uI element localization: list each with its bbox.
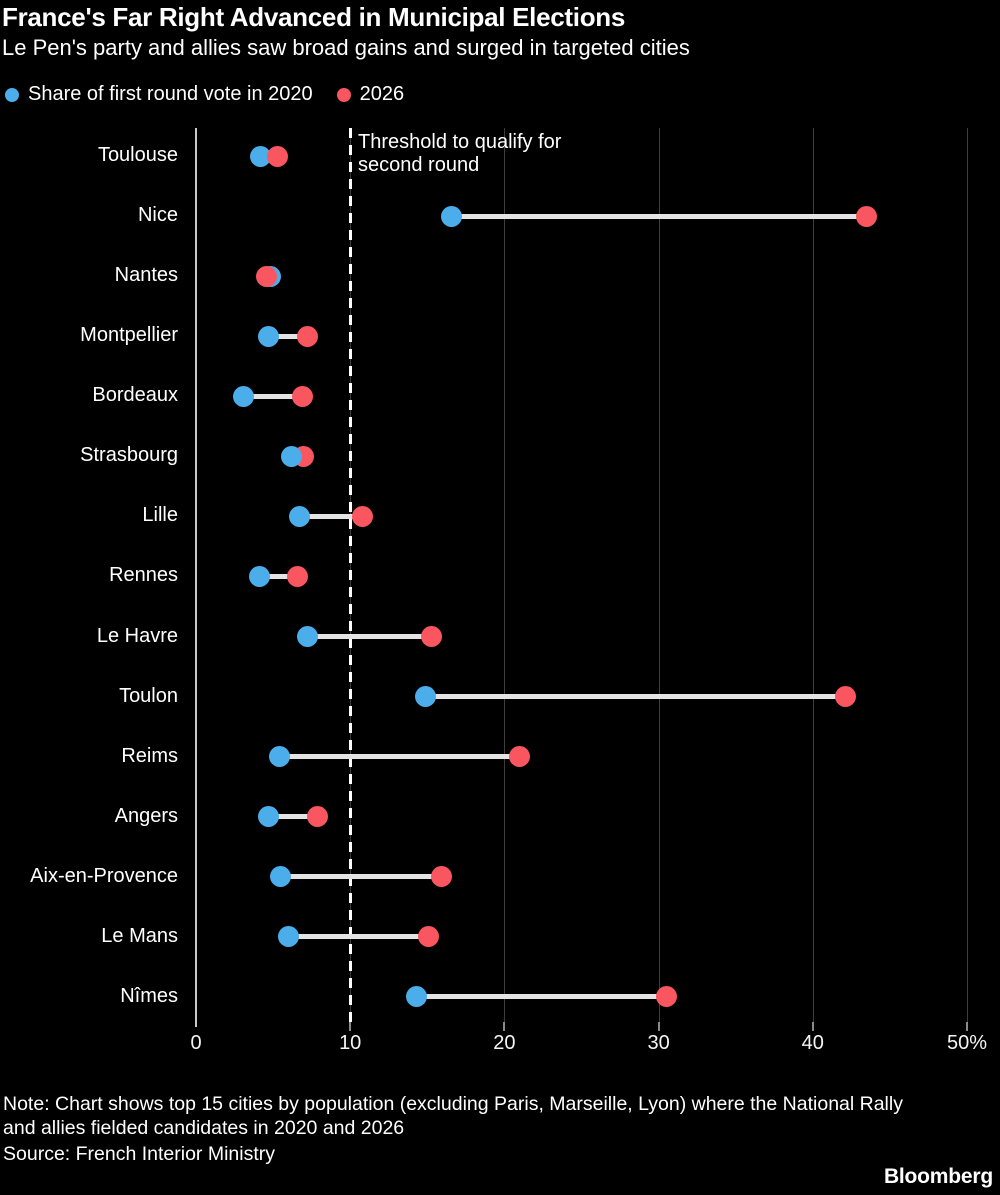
threshold-annotation-line1: Threshold to qualify for bbox=[358, 131, 562, 153]
category-label: Montpellier bbox=[80, 324, 178, 347]
dot-2020 bbox=[250, 145, 272, 167]
dot-2026 bbox=[509, 746, 531, 768]
axis-tick bbox=[966, 1022, 968, 1031]
dot-2026 bbox=[287, 565, 309, 587]
dot-2026 bbox=[307, 806, 329, 828]
dot-2026 bbox=[352, 505, 374, 527]
category-label: Bordeaux bbox=[92, 384, 178, 407]
category-label: Nantes bbox=[114, 264, 178, 287]
category-label: Le Havre bbox=[96, 624, 178, 647]
connector-line bbox=[416, 994, 667, 1000]
dot-2026 bbox=[421, 626, 443, 648]
connector-line bbox=[425, 694, 846, 700]
dumbbell-chart: 0 10 20 30 40 50% Toulouse Nice Nantes Montpellie… bbox=[30, 128, 988, 1054]
x-axis-label: 10 bbox=[339, 1032, 362, 1054]
dot-2020 bbox=[415, 686, 437, 708]
dot-2020 bbox=[233, 385, 255, 407]
connector-line bbox=[279, 754, 520, 760]
category-label: Toulouse bbox=[97, 144, 178, 166]
category-label: Nice bbox=[137, 204, 178, 227]
note-line1: Note: Chart shows top 15 cities by popul… bbox=[3, 1093, 903, 1115]
legend-dot-2020-icon bbox=[5, 87, 19, 102]
category-label: Le Mans bbox=[101, 924, 178, 947]
category-label: Toulon bbox=[119, 684, 178, 707]
x-axis-label: 20 bbox=[493, 1032, 516, 1054]
y-axis-line bbox=[195, 128, 197, 1027]
dot-2020 bbox=[257, 806, 279, 828]
legend-label-2020: Share of first round vote in 2020 bbox=[28, 83, 313, 105]
connector-line bbox=[451, 213, 867, 219]
gridline bbox=[812, 128, 814, 1022]
x-axis-label: 50% bbox=[946, 1032, 988, 1054]
legend-dot-2026-icon bbox=[336, 87, 351, 102]
dot-2026 bbox=[856, 205, 878, 227]
category-label: Aix-en-Provence bbox=[30, 864, 178, 887]
bloomberg-logo: Bloomberg bbox=[883, 1165, 993, 1188]
category-label: Nîmes bbox=[120, 984, 178, 1007]
connector-line bbox=[307, 634, 432, 640]
connector-line bbox=[299, 513, 363, 519]
dot-2020 bbox=[288, 505, 310, 527]
x-axis-label: 0 bbox=[190, 1032, 202, 1054]
connector-line bbox=[280, 874, 442, 880]
legend-label-2026: 2026 bbox=[359, 83, 405, 105]
dot-2026 bbox=[430, 866, 452, 888]
gridline bbox=[504, 128, 506, 1022]
gridline bbox=[967, 128, 968, 1022]
chart-title: France's Far Right Advanced in Municipal… bbox=[2, 2, 626, 32]
chart-subtitle: Le Pen's party and allies saw broad gain… bbox=[2, 35, 690, 60]
note-line2: and allies fielded candidates in 2020 an… bbox=[3, 1116, 405, 1139]
dot-2020 bbox=[248, 565, 270, 587]
gridline bbox=[658, 128, 660, 1022]
threshold-line bbox=[348, 128, 352, 1022]
connector-line bbox=[259, 573, 298, 579]
dot-2026 bbox=[655, 986, 677, 1008]
dot-2020 bbox=[257, 325, 279, 347]
dot-2026 bbox=[296, 325, 318, 347]
category-label: Strasbourg bbox=[80, 444, 178, 467]
category-label: Lille bbox=[142, 504, 178, 527]
category-label: Reims bbox=[121, 744, 178, 767]
dot-2026 bbox=[256, 265, 278, 287]
dot-2020 bbox=[268, 746, 290, 768]
dot-2020 bbox=[406, 986, 427, 1008]
legend-item-2020: Share of first round vote in 2020 bbox=[5, 83, 313, 106]
dot-2020 bbox=[278, 926, 300, 948]
threshold-annotation: Threshold to qualify for second round bbox=[358, 131, 561, 177]
connector-line bbox=[268, 814, 318, 820]
dot-2026 bbox=[291, 385, 313, 407]
legend: Share of first round vote in 2020 2026 bbox=[5, 83, 404, 106]
axis-tick bbox=[503, 1022, 506, 1031]
dot-2020 bbox=[296, 626, 318, 648]
dot-2026 bbox=[267, 145, 289, 167]
axis-tick bbox=[657, 1022, 660, 1031]
dot-2020 bbox=[270, 866, 292, 888]
x-axis-label: 40 bbox=[801, 1032, 824, 1054]
x-axis-label: 30 bbox=[647, 1032, 670, 1054]
threshold-annotation-line2: second round bbox=[358, 154, 480, 176]
dot-2026 bbox=[834, 686, 856, 708]
connector-line bbox=[268, 333, 308, 339]
dot-2020 bbox=[281, 445, 303, 467]
dot-2026 bbox=[418, 926, 440, 948]
source: Source: French Interior Ministry bbox=[3, 1143, 276, 1165]
footer: Note: Chart shows top 15 cities by popul… bbox=[3, 1093, 903, 1167]
axis-tick bbox=[349, 1022, 352, 1031]
category-label: Rennes bbox=[109, 564, 178, 587]
legend-item-2026: 2026 bbox=[336, 83, 405, 106]
category-label: Angers bbox=[114, 804, 178, 827]
axis-tick bbox=[811, 1022, 814, 1031]
connector-line bbox=[288, 934, 429, 940]
connector-line bbox=[243, 393, 303, 399]
dot-2020 bbox=[441, 205, 463, 227]
